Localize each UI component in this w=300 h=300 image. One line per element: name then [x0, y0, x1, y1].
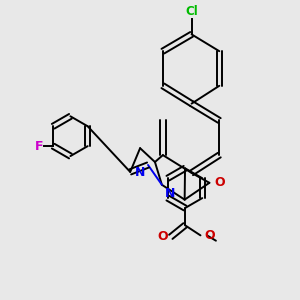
Text: O: O: [215, 176, 225, 189]
Text: O: O: [204, 229, 215, 242]
Text: N: N: [165, 187, 175, 200]
Text: O: O: [157, 230, 168, 243]
Text: N: N: [135, 167, 145, 179]
Text: F: F: [35, 140, 44, 153]
Text: Cl: Cl: [185, 5, 198, 18]
